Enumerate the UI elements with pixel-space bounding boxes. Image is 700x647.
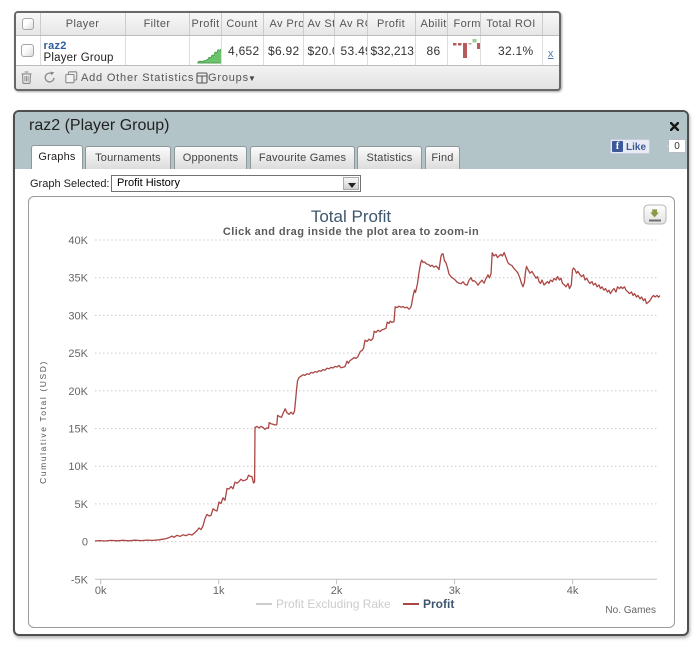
svg-text:5K: 5K: [75, 499, 89, 511]
svg-text:Total Profit: Total Profit: [311, 207, 392, 226]
svg-text:10K: 10K: [68, 461, 88, 473]
svg-text:-5K: -5K: [71, 574, 89, 586]
svg-text:Click and drag inside the plot: Click and drag inside the plot area to z…: [223, 226, 479, 238]
svg-text:4k: 4k: [567, 585, 579, 597]
svg-text:Profit Excluding Rake: Profit Excluding Rake: [276, 597, 391, 611]
svg-text:20K: 20K: [68, 386, 88, 398]
svg-text:35K: 35K: [68, 273, 88, 285]
svg-text:40K: 40K: [68, 235, 88, 247]
svg-text:25K: 25K: [68, 348, 88, 360]
svg-text:Profit: Profit: [423, 597, 454, 611]
svg-text:0k: 0k: [95, 585, 107, 597]
svg-text:15K: 15K: [68, 424, 88, 436]
svg-text:0: 0: [82, 537, 88, 549]
svg-text:2k: 2k: [331, 585, 343, 597]
svg-text:30K: 30K: [68, 310, 88, 322]
svg-text:1k: 1k: [213, 585, 225, 597]
svg-text:No. Games: No. Games: [605, 605, 656, 616]
svg-text:Cumulative Total (USD): Cumulative Total (USD): [38, 360, 48, 484]
svg-text:3k: 3k: [449, 585, 461, 597]
